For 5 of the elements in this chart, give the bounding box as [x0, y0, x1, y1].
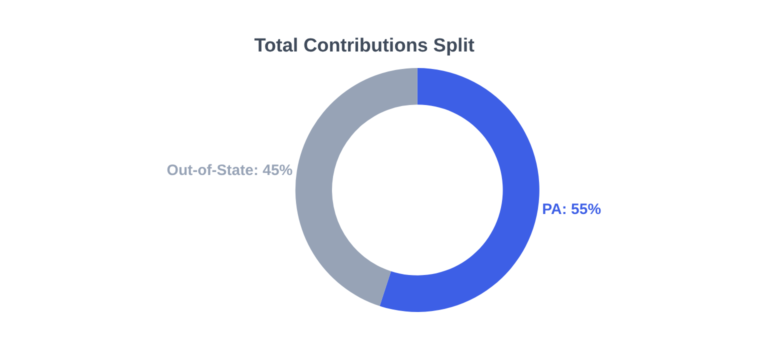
slice-label: PA: 55%: [542, 200, 602, 218]
donut-slice: [380, 68, 540, 312]
donut-slice: [295, 68, 418, 306]
slice-label: Out-of-State: 45%: [166, 162, 293, 180]
chart-title: Total Contributions Split: [254, 36, 476, 57]
